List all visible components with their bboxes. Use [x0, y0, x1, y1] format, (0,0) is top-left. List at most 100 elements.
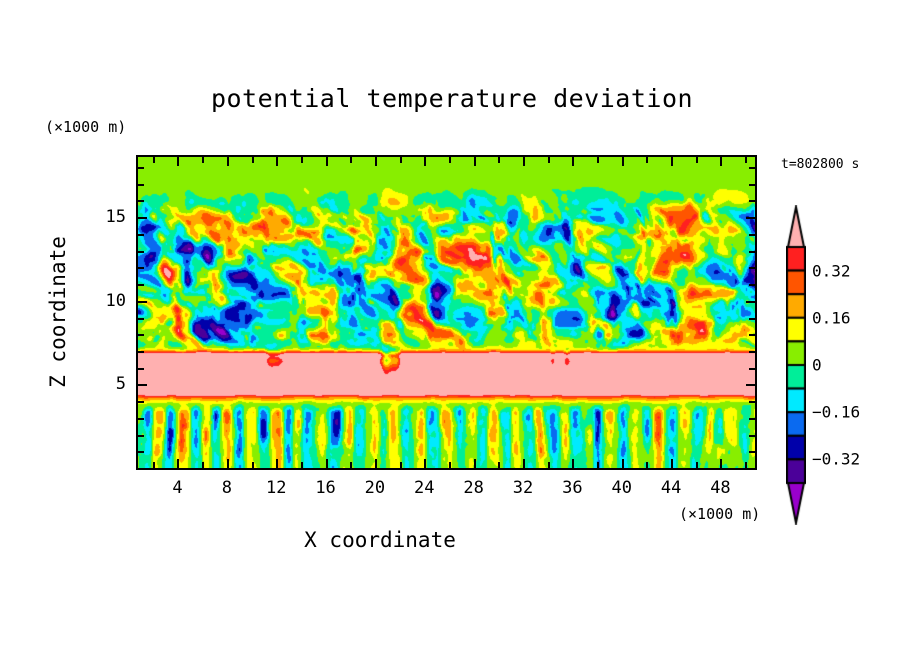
tick-y-left — [138, 368, 144, 370]
tick-x-top — [498, 157, 500, 163]
tick-x-bottom — [227, 459, 229, 468]
x-tick-label: 40 — [611, 478, 632, 498]
page-title: potential temperature deviation — [210, 84, 694, 113]
tick-y-right — [746, 217, 755, 219]
tick-x-top — [745, 157, 747, 163]
tick-x-bottom — [177, 459, 179, 468]
tick-y-right — [749, 351, 755, 353]
tick-x-top — [548, 157, 550, 163]
tick-x-top — [449, 157, 451, 163]
tick-y-right — [749, 368, 755, 370]
x-tick-label: 48 — [710, 478, 731, 498]
tick-y-left — [138, 401, 144, 403]
x-axis-title: X coordinate — [304, 528, 456, 552]
tick-x-top — [326, 157, 328, 166]
tick-x-bottom — [326, 459, 328, 468]
x-tick-label: 44 — [660, 478, 682, 498]
x-tick-label: 16 — [315, 478, 336, 498]
x-tick-label: 28 — [463, 478, 484, 498]
tick-y-left — [138, 435, 144, 437]
tick-y-right — [749, 468, 755, 470]
x-tick-label: 20 — [364, 478, 386, 498]
tick-x-top — [474, 157, 476, 166]
tick-x-bottom — [449, 462, 451, 468]
tick-x-top — [375, 157, 377, 166]
colorbar-tick-label: −0.32 — [812, 449, 861, 469]
tick-x-bottom — [424, 459, 426, 468]
tick-y-right — [749, 418, 755, 420]
tick-y-left — [138, 301, 147, 303]
tick-x-bottom — [671, 459, 673, 468]
tick-y-right — [746, 301, 755, 303]
tick-x-top — [227, 157, 229, 166]
tick-y-right — [749, 200, 755, 202]
tick-y-left — [138, 468, 144, 470]
tick-x-top — [202, 157, 204, 163]
colorbar-tick-label: −0.16 — [812, 402, 861, 422]
tick-y-right — [749, 167, 755, 169]
tick-y-right — [749, 318, 755, 320]
x-tick-label: 8 — [221, 478, 232, 498]
tick-x-bottom — [622, 459, 624, 468]
tick-x-bottom — [400, 462, 402, 468]
tick-y-left — [138, 217, 147, 219]
colorbar-tick-label: 0 — [812, 355, 822, 375]
x-tick-label: 4 — [172, 478, 183, 498]
x-tick-label: 24 — [414, 478, 435, 498]
tick-x-bottom — [572, 459, 574, 468]
tick-x-bottom — [252, 462, 254, 468]
x-tick-label: 36 — [562, 478, 583, 498]
tick-x-bottom — [523, 459, 525, 468]
tick-y-right — [749, 251, 755, 253]
tick-x-bottom — [350, 462, 352, 468]
tick-x-top — [252, 157, 254, 163]
tick-x-top — [177, 157, 179, 166]
tick-x-bottom — [548, 462, 550, 468]
tick-y-left — [138, 184, 144, 186]
tick-x-bottom — [153, 462, 155, 468]
tick-x-top — [276, 157, 278, 166]
tick-y-right — [749, 284, 755, 286]
tick-x-top — [523, 157, 525, 166]
y-axis-units-label: (×1000 m) — [45, 118, 127, 136]
tick-y-right — [749, 435, 755, 437]
tick-y-right — [749, 267, 755, 269]
tick-y-left — [138, 167, 144, 169]
y-tick-label: 15 — [105, 207, 126, 228]
tick-y-left — [138, 200, 144, 202]
plot-area — [136, 155, 757, 470]
tick-x-top — [646, 157, 648, 163]
tick-x-top — [597, 157, 599, 163]
x-tick-label: 32 — [512, 478, 534, 498]
y-axis-title: Z coordinate — [46, 236, 70, 388]
tick-x-top — [424, 157, 426, 166]
tick-x-top — [572, 157, 574, 166]
tick-y-right — [746, 384, 755, 386]
tick-y-left — [138, 251, 144, 253]
tick-x-bottom — [646, 462, 648, 468]
colorbar-tick-label: 0.16 — [812, 308, 851, 328]
tick-y-right — [749, 234, 755, 236]
tick-x-top — [671, 157, 673, 166]
x-axis-units-label: (×1000 m) — [679, 505, 761, 523]
tick-y-left — [138, 234, 144, 236]
tick-x-top — [622, 157, 624, 166]
tick-x-top — [720, 157, 722, 166]
tick-y-right — [749, 401, 755, 403]
tick-x-bottom — [375, 459, 377, 468]
tick-x-bottom — [597, 462, 599, 468]
tick-x-top — [350, 157, 352, 163]
tick-x-bottom — [474, 459, 476, 468]
tick-x-top — [301, 157, 303, 163]
tick-x-top — [400, 157, 402, 163]
tick-y-left — [138, 351, 144, 353]
tick-y-left — [138, 451, 144, 453]
tick-y-left — [138, 384, 147, 386]
tick-x-top — [153, 157, 155, 163]
tick-y-left — [138, 284, 144, 286]
tick-y-left — [138, 334, 144, 336]
tick-x-bottom — [498, 462, 500, 468]
y-tick-label: 10 — [105, 290, 126, 311]
tick-y-right — [749, 184, 755, 186]
